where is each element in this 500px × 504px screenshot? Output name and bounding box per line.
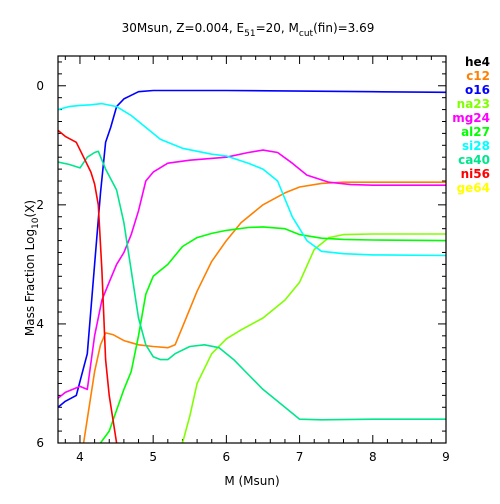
x-tick-label: 8 — [369, 450, 377, 464]
series-line-si28 — [58, 102, 446, 257]
legend-item-ni56: ni56 — [461, 167, 490, 181]
y-tick-label: 0 — [36, 79, 44, 93]
legend-item-o16: o16 — [465, 83, 490, 97]
legend-item-mg24: mg24 — [452, 111, 490, 125]
x-tick-label: 5 — [149, 450, 157, 464]
x-tick-label: 9 — [442, 450, 450, 464]
series-line-al27 — [99, 226, 446, 443]
y-tick-label: 4 — [36, 317, 44, 331]
chart-title: 30Msun, Z=0.004, E51=20, Mcut(fin)=3.69 — [122, 21, 375, 39]
legend-item-si28: si28 — [462, 139, 490, 153]
y-axis-title: Mass Fraction Log10(X) — [23, 200, 41, 336]
series-line-o16 — [58, 89, 446, 408]
x-tick-label: 7 — [296, 450, 304, 464]
ticks-layer: 4 5 6 7 8 9 0 2 4 6 — [36, 56, 450, 464]
legend-item-c12: c12 — [466, 69, 490, 83]
x-tick-label: 4 — [76, 450, 84, 464]
legend-item-ca40: ca40 — [458, 153, 490, 167]
series-line-ca40 — [58, 150, 446, 421]
series-line-ni56 — [58, 129, 118, 443]
series-line-c12 — [82, 181, 446, 443]
legend-item-na23: na23 — [457, 97, 490, 111]
plot-frame — [57, 55, 447, 444]
series-line-na23 — [181, 233, 446, 443]
x-tick-label: 6 — [223, 450, 231, 464]
legend-item-ge64: ge64 — [457, 181, 490, 195]
series-line-mg24 — [58, 149, 446, 399]
legend-item-he4: he4 — [465, 55, 490, 69]
x-axis-title: M (Msun) — [224, 474, 279, 488]
y-tick-label: 2 — [36, 198, 44, 212]
series-layer — [58, 89, 446, 443]
legend-item-al27: al27 — [461, 125, 490, 139]
y-tick-label: 6 — [36, 436, 44, 450]
